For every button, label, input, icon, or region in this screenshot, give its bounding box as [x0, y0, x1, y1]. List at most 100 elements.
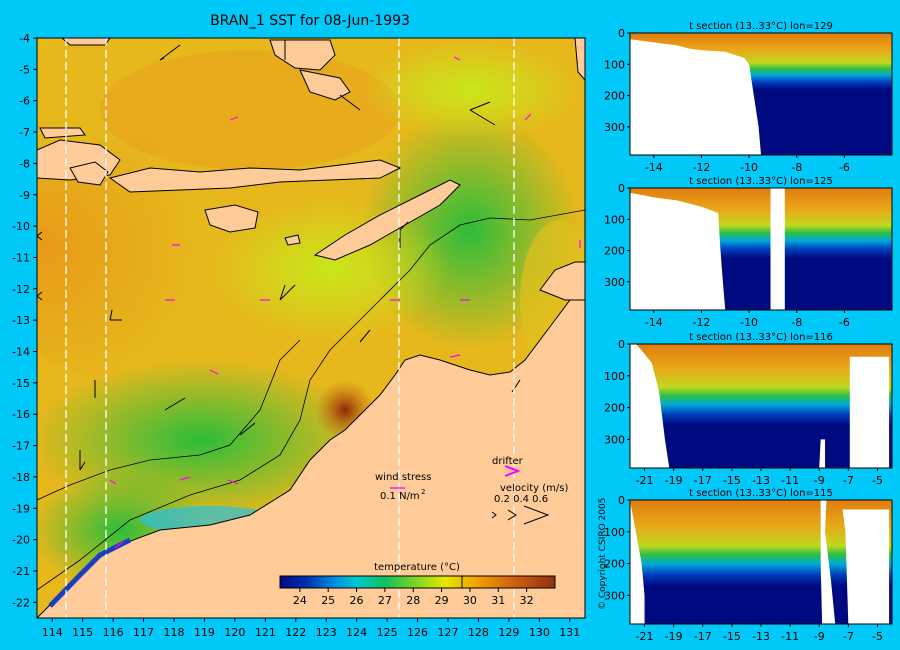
y-tick-label: -10	[12, 220, 30, 233]
y-tick-label: -15	[12, 377, 30, 390]
sumbawa-flores-land	[108, 159, 402, 193]
x-tick-label: 116	[103, 626, 124, 639]
section-panel: t section (13..33°C) lon=116 -21 -19 -17 -15…	[604, 332, 893, 487]
y-tick-label: -20	[12, 534, 30, 547]
section-panel: t section (13..33°C) lon=125 -14 -12 -10 -8 -…	[604, 176, 893, 329]
section-x-tick-label: -17	[694, 630, 712, 643]
section-land-mask	[842, 509, 890, 624]
velocity-arrow	[114, 541, 124, 549]
wind-arrow	[37, 291, 43, 301]
x-tick-label: 127	[438, 626, 459, 639]
y-tick-label: -17	[12, 440, 30, 453]
velocity-arrow	[449, 354, 461, 358]
colorbar-tick-label: 31	[491, 594, 505, 607]
section-x-tick-label: -12	[692, 316, 710, 329]
y-tick-label: -19	[12, 502, 30, 515]
section-title: t section (13..33°C) lon=125	[689, 176, 833, 187]
section-panel: t section (13..33°C) lon=129 -14 -12 -10 -8 -…	[604, 21, 893, 174]
section-x-tick-label: -9	[814, 630, 825, 643]
section-land-mask	[630, 344, 670, 468]
map-legend: wind stress 0.1 N/m 2 drifter velocity (…	[375, 456, 568, 525]
velocity-arrow	[109, 479, 117, 485]
timor-land	[313, 179, 461, 261]
velocity-arrow	[229, 116, 239, 121]
section-x-tick-label: -7	[843, 630, 854, 643]
x-tick-label: 125	[377, 626, 398, 639]
rote-land	[284, 234, 301, 246]
x-tick-label: 126	[407, 626, 428, 639]
wind-stress-scale: 0.1 N/m	[380, 491, 420, 502]
y-tick-label: -21	[12, 565, 30, 578]
section-x-tick-label: -12	[692, 161, 710, 174]
section-y-tick-label: 100	[604, 213, 625, 226]
section-y-tick-label: 200	[604, 90, 625, 103]
green-patch-central	[210, 200, 450, 340]
x-tick-label: 118	[164, 626, 185, 639]
section-land-mask	[820, 500, 836, 624]
section-y-tick-label: 0	[618, 338, 625, 351]
velocity-arrow	[227, 479, 239, 485]
x-tick-label: 129	[498, 626, 519, 639]
bathymetry-contour-2	[37, 339, 301, 501]
section-x-tick-label: -15	[723, 474, 741, 487]
section-x-tick-label: -17	[694, 474, 712, 487]
colorbar-tick-label: 32	[520, 594, 534, 607]
section-x-tick-label: -19	[665, 474, 683, 487]
y-tick-label: -9	[19, 189, 30, 202]
section-y-tick-label: 100	[604, 526, 625, 539]
colorbar-tick-label: 25	[321, 594, 335, 607]
y-tick-label: -5	[19, 63, 30, 76]
x-tick-label: 114	[42, 626, 63, 639]
map-x-ticks: 114 115 116 117 118 119 120 121 122 123 124 125 126 1…	[42, 618, 580, 639]
colorbar-tick-label: 24	[293, 594, 307, 607]
velocity-scale-arrows	[491, 505, 550, 525]
velocity-scale: 0.2 0.4 0.6	[494, 494, 548, 505]
wind-stress-label: wind stress	[375, 472, 431, 483]
green-patch-north	[360, 40, 580, 140]
y-tick-label: -18	[12, 471, 30, 484]
wind-arrow	[159, 44, 181, 61]
x-tick-label: 119	[194, 626, 215, 639]
section-title: t section (13..33°C) lon=116	[689, 332, 833, 343]
section-panels: t section (13..33°C) lon=129 -14 -12 -10 -8 -…	[604, 21, 893, 643]
section-x-tick-label: -10	[740, 316, 758, 329]
section-y-tick-label: 300	[604, 121, 625, 134]
section-frame	[629, 32, 893, 156]
velocity-arrow	[453, 56, 461, 61]
sst-map	[37, 38, 585, 618]
wind-arrow	[164, 397, 186, 411]
section-x-tick-label: -15	[723, 630, 741, 643]
sulawesi-land	[269, 39, 336, 71]
wind-arrow	[359, 329, 371, 343]
section-y-tick-label: 0	[618, 27, 625, 40]
section-y-tick-label: 300	[604, 433, 625, 446]
velocity-arrow	[524, 113, 532, 121]
warm-patch-west	[37, 140, 250, 380]
map-frame	[36, 37, 586, 619]
section-x-tick-label: -11	[781, 474, 799, 487]
y-tick-label: -16	[12, 408, 30, 421]
y-tick-label: -12	[12, 283, 30, 296]
section-y-tick-label: 0	[618, 182, 625, 195]
section-title: t section (13..33°C) lon=115	[689, 488, 833, 499]
bathymetry-contour	[37, 209, 585, 591]
section-x-tick-label: -9	[814, 474, 825, 487]
borneo-land	[61, 38, 111, 46]
wind-arrow	[37, 231, 43, 241]
section-title: t section (13..33°C) lon=129	[689, 21, 833, 32]
bali-lombok-land	[69, 161, 109, 186]
section-y-tick-label: 300	[604, 589, 625, 602]
x-tick-label: 124	[346, 626, 367, 639]
colorbar: temperature (°C) 24 25 26 27 28 29 30 31 32	[279, 562, 556, 607]
wind-arrow	[469, 101, 496, 126]
australia-land-ne	[539, 261, 585, 301]
y-tick-label: -14	[12, 346, 30, 359]
warm-patch-north	[100, 50, 400, 170]
section-x-tick-label: -11	[781, 630, 799, 643]
wind-stress-exponent: 2	[421, 488, 425, 496]
section-x-tick-label: -10	[740, 161, 758, 174]
section-y-tick-label: 200	[604, 402, 625, 415]
y-tick-label: -6	[19, 95, 30, 108]
section-x-tick-label: -5	[872, 474, 883, 487]
colorbar-tick-label: 26	[350, 594, 364, 607]
